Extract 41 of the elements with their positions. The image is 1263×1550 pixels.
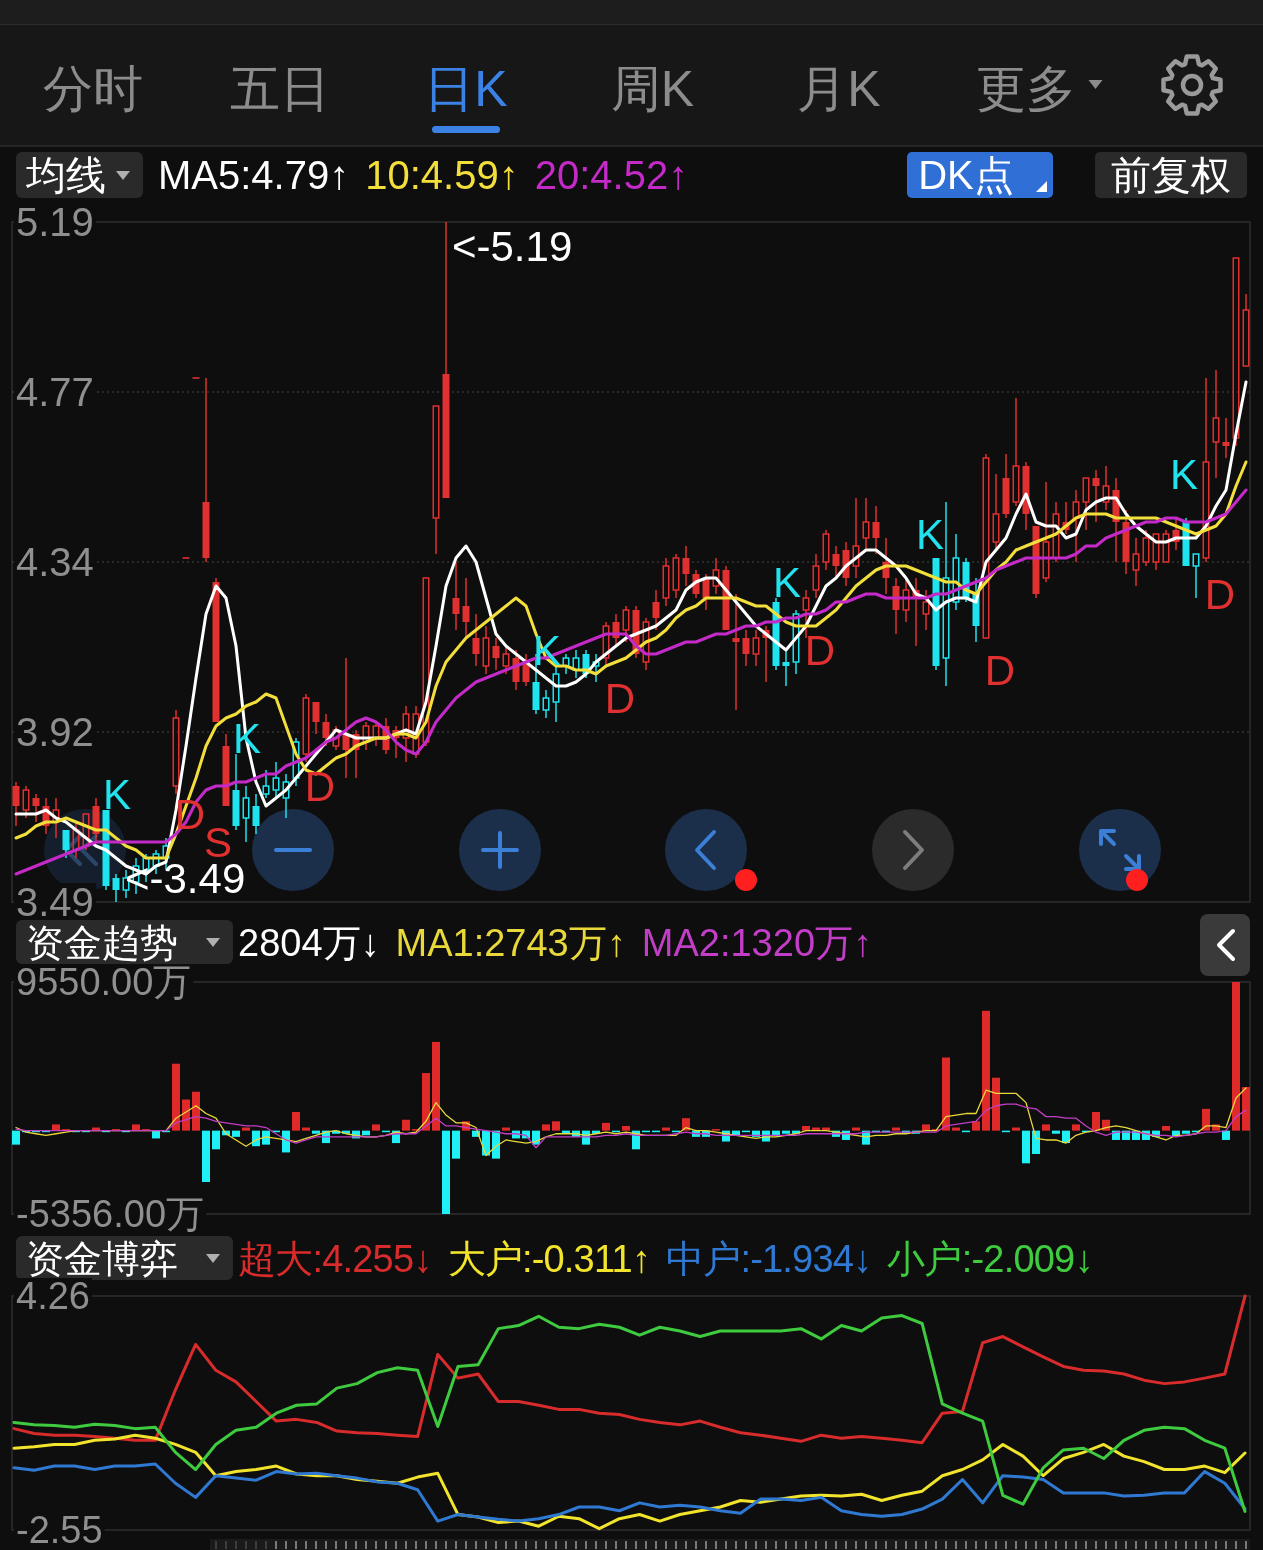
indicator-dropdown: 资金趋势 xyxy=(16,920,233,964)
text: MA1:2743万↑ xyxy=(395,921,626,964)
annotation: D xyxy=(804,626,836,674)
text: 20:4.52↑ xyxy=(534,153,689,198)
text: 大户:-0.311↑ xyxy=(447,1237,650,1280)
text: MA5:4.79↑ xyxy=(158,153,350,198)
y-tick-label: -5356.00万 xyxy=(16,1193,205,1235)
y-tick-label: 3.49 xyxy=(16,880,94,924)
annotation: K xyxy=(915,510,945,558)
series-label: 超大:4.255↓ xyxy=(238,1237,432,1280)
indicator-dropdown: 均线 xyxy=(16,152,143,198)
annotation: K xyxy=(772,558,802,606)
series-label: 小户:-2.009↓ xyxy=(887,1237,1093,1280)
text: MA2:1320万↑ xyxy=(641,921,873,964)
annotation: D xyxy=(1204,570,1236,618)
y-tick-label: -2.55 xyxy=(16,1509,103,1550)
chart-title: 日K xyxy=(424,61,508,117)
text: 2804万↓ xyxy=(238,921,380,964)
legend-title: 均线 xyxy=(25,153,106,198)
text: 月K xyxy=(797,61,881,117)
annotation: <-5.19 xyxy=(452,222,573,270)
text: 五日 xyxy=(229,61,330,117)
dk-point-button: DK点 xyxy=(907,152,1053,198)
y-tick-label: 9550.00万 xyxy=(16,961,192,1003)
y-tick-label: 4.34 xyxy=(16,540,94,584)
annotation: K xyxy=(1169,450,1199,498)
annotation: D xyxy=(984,646,1016,694)
text: 分时 xyxy=(43,61,143,117)
annotation: D xyxy=(604,674,636,722)
text: 10:4.59↑ xyxy=(365,153,519,198)
chart-title: 资金趋势 xyxy=(26,921,178,964)
text: 更多 xyxy=(975,61,1076,117)
y-tick-label: 3.92 xyxy=(16,710,94,754)
text: 中户:-1.934↓ xyxy=(666,1237,872,1280)
y-tick-label: 5.19 xyxy=(16,200,94,244)
y-tick-label: 4.77 xyxy=(16,370,94,414)
price-adjust-button: 前复权 xyxy=(1095,152,1247,198)
annotation: D xyxy=(304,762,336,810)
indicator-dropdown: 资金博弈 xyxy=(16,1236,233,1280)
text: 周K xyxy=(610,61,695,117)
annotation: K xyxy=(102,770,132,818)
